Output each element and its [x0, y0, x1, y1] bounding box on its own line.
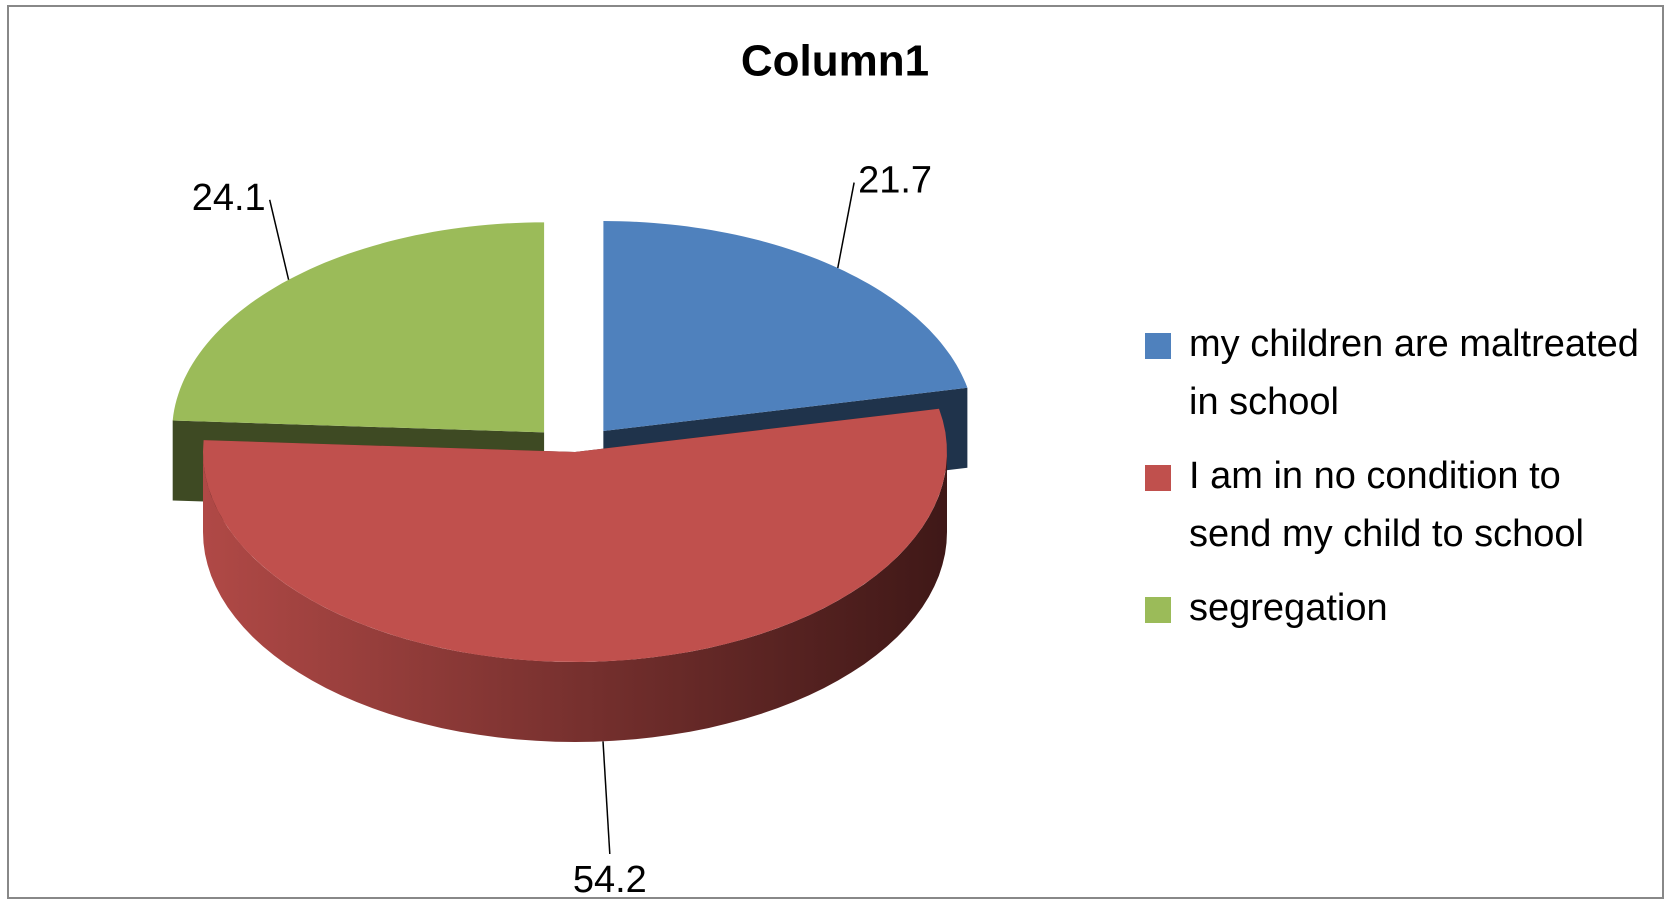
- slice-wall: [203, 452, 947, 742]
- data-label: 21.7: [858, 160, 932, 202]
- legend-swatch: [1145, 333, 1171, 359]
- data-label: 54.2: [573, 859, 647, 900]
- legend-item: I am in no condition to send my child to…: [1145, 447, 1645, 563]
- legend-label: my children are maltreated in school: [1189, 323, 1639, 423]
- slice-top: [172, 222, 545, 433]
- slice-top: [603, 221, 968, 432]
- legend-swatch: [1145, 465, 1171, 491]
- pie-slice: [203, 408, 947, 742]
- chart-title: Column1: [741, 37, 929, 86]
- legend: my children are maltreated in school I am…: [1145, 315, 1645, 653]
- leader-line: [268, 199, 290, 280]
- legend-swatch: [1145, 597, 1171, 623]
- leader-line: [602, 741, 611, 855]
- legend-label: segregation: [1189, 587, 1388, 629]
- leader-line: [837, 182, 855, 269]
- chart-border: [7, 5, 1664, 899]
- legend-label: I am in no condition to send my child to…: [1189, 455, 1584, 555]
- legend-item: segregation: [1145, 579, 1645, 637]
- slice-top: [203, 408, 947, 662]
- data-label: 24.1: [192, 177, 266, 219]
- legend-item: my children are maltreated in school: [1145, 315, 1645, 431]
